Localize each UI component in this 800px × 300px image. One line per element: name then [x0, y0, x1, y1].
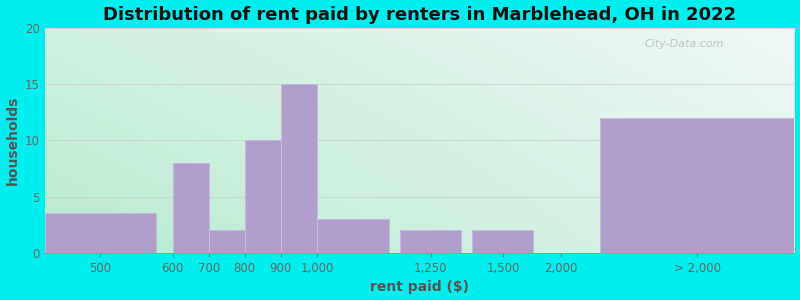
- Y-axis label: households: households: [6, 96, 19, 185]
- Bar: [317, 219, 389, 253]
- Text: City-Data.com: City-Data.com: [645, 39, 724, 49]
- Title: Distribution of rent paid by renters in Marblehead, OH in 2022: Distribution of rent paid by renters in …: [103, 6, 736, 24]
- X-axis label: rent paid ($): rent paid ($): [370, 280, 469, 294]
- Bar: [600, 118, 794, 253]
- Bar: [245, 140, 281, 253]
- Bar: [173, 163, 209, 253]
- Bar: [281, 84, 317, 253]
- Bar: [400, 230, 462, 253]
- Bar: [472, 230, 534, 253]
- Bar: [45, 214, 156, 253]
- Bar: [209, 230, 245, 253]
